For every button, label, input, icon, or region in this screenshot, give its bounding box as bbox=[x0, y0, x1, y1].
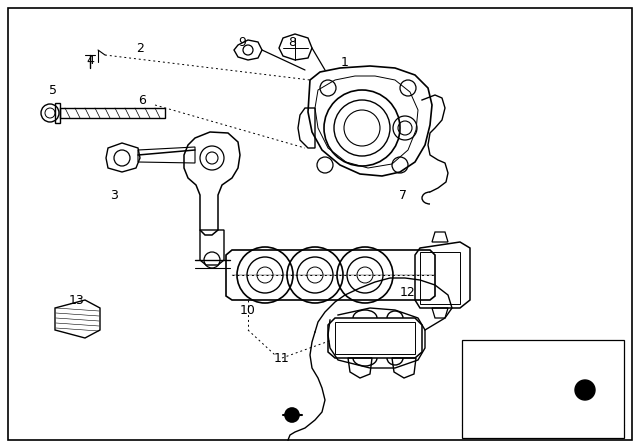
Circle shape bbox=[288, 411, 296, 419]
Text: 9: 9 bbox=[238, 35, 246, 48]
Text: 6: 6 bbox=[138, 94, 146, 107]
Text: 1: 1 bbox=[341, 56, 349, 69]
Text: 4: 4 bbox=[86, 53, 94, 66]
Text: 11: 11 bbox=[274, 352, 290, 365]
Text: °°08·5=5: °°08·5=5 bbox=[468, 432, 505, 441]
Circle shape bbox=[285, 408, 299, 422]
Text: 2: 2 bbox=[136, 42, 144, 55]
Circle shape bbox=[575, 380, 595, 400]
Text: 3: 3 bbox=[110, 189, 118, 202]
Text: 13: 13 bbox=[69, 293, 85, 306]
Text: 12: 12 bbox=[400, 285, 416, 298]
Text: 7: 7 bbox=[399, 189, 407, 202]
Text: 8: 8 bbox=[288, 35, 296, 48]
Bar bbox=[462, 340, 624, 438]
Text: 10: 10 bbox=[240, 303, 256, 316]
Text: 5: 5 bbox=[49, 83, 57, 96]
